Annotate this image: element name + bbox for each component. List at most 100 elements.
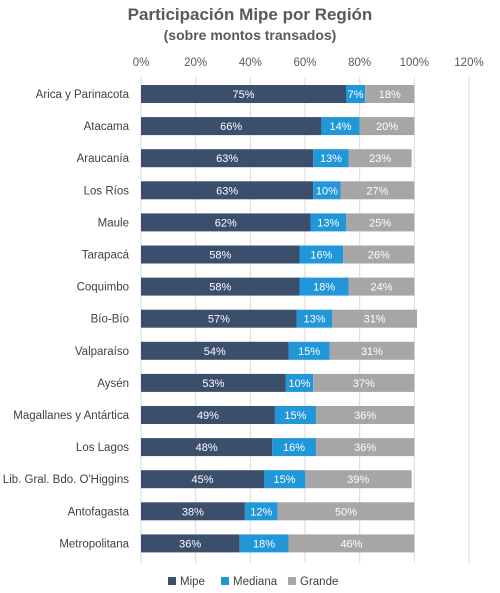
legend-swatch-mipe xyxy=(168,577,176,585)
data-label: 58% xyxy=(209,250,231,262)
data-label: 49% xyxy=(197,410,219,422)
category-label: Maule xyxy=(98,217,129,229)
bar-mediana xyxy=(239,534,289,553)
data-label: 10% xyxy=(316,185,338,197)
x-tick-label: 120% xyxy=(454,57,483,69)
legend: Mipe Mediana Grande xyxy=(168,576,338,588)
bar-mediana xyxy=(299,277,349,296)
category-label: Araucanía xyxy=(77,153,130,165)
bar-mipe xyxy=(141,341,289,360)
bar-mipe xyxy=(141,85,346,103)
data-label: 54% xyxy=(204,346,226,358)
x-axis-ticks: 0% 20% 40% 60% 80% 100% 120% xyxy=(133,57,484,69)
bar-mipe xyxy=(141,438,273,457)
data-label: 62% xyxy=(215,217,237,229)
bar-grande xyxy=(348,149,412,168)
category-label: Los Lagos xyxy=(76,442,129,454)
category-label: Tarapacá xyxy=(82,250,130,262)
data-label: 7% xyxy=(348,89,364,101)
category-label: Aysén xyxy=(97,378,129,390)
bar-grande xyxy=(348,277,415,296)
category-label: Lib. Gral. Bdo. O'Higgins xyxy=(3,474,129,486)
bar-grande xyxy=(288,534,415,553)
bar-mipe xyxy=(141,406,275,424)
bar-grande xyxy=(329,341,415,360)
category-labels: Arica y Parinacota Atacama Araucanía Los Rí… xyxy=(3,89,130,550)
data-label: 16% xyxy=(283,442,305,454)
x-tick-label: 80% xyxy=(348,57,371,69)
legend-label: Mediana xyxy=(233,576,278,588)
legend-label: Grande xyxy=(300,576,338,588)
data-label: 37% xyxy=(353,378,375,390)
bar-mediana xyxy=(310,213,346,232)
data-label: 18% xyxy=(379,89,401,101)
bar-mediana xyxy=(299,245,344,264)
chart-title: Participación Mipe por Región xyxy=(128,5,373,24)
data-label: 46% xyxy=(340,538,362,550)
bar-grande xyxy=(343,245,415,264)
bar-mipe xyxy=(141,373,286,392)
category-label: Bío-Bío xyxy=(91,314,129,326)
bar-grande xyxy=(305,470,412,489)
bar-mediana xyxy=(264,470,305,489)
data-label: 13% xyxy=(317,217,339,229)
bar-grande xyxy=(315,438,415,457)
x-tick-label: 100% xyxy=(400,57,429,69)
data-label: 27% xyxy=(366,185,388,197)
data-label: 26% xyxy=(368,250,390,262)
data-label: 15% xyxy=(284,410,306,422)
bar-mediana xyxy=(285,373,314,392)
data-label: 18% xyxy=(253,538,275,550)
data-label: 66% xyxy=(220,121,242,133)
legend-swatch-mediana xyxy=(221,577,229,585)
bar-grande xyxy=(313,373,415,392)
category-label: Atacama xyxy=(84,121,130,133)
data-label: 36% xyxy=(354,442,376,454)
bar-mediana xyxy=(296,309,333,328)
data-label: 25% xyxy=(369,217,391,229)
data-label: 13% xyxy=(304,314,326,326)
bar-mipe xyxy=(141,277,300,296)
bar-mipe xyxy=(141,149,314,168)
bar-grande xyxy=(315,406,415,424)
category-label: Magallanes y Antártica xyxy=(13,410,129,422)
data-label: 63% xyxy=(216,153,238,165)
category-label: Arica y Parinacota xyxy=(36,89,130,101)
bar-mediana xyxy=(272,438,316,457)
data-label: 63% xyxy=(216,185,238,197)
chart-subtitle: (sobre montos transados) xyxy=(164,27,337,43)
x-tick-label: 0% xyxy=(133,57,150,69)
bars: 75% 7% 18% 66% 14% 20% 63% 13% 23% 63% 10% 27% 62% 13… xyxy=(141,85,418,553)
data-label: 15% xyxy=(273,474,295,486)
data-label: 12% xyxy=(250,506,272,518)
bar-mipe xyxy=(141,245,300,264)
bar-mipe xyxy=(141,117,322,136)
data-label: 23% xyxy=(369,153,391,165)
data-label: 45% xyxy=(191,474,213,486)
x-tick-label: 40% xyxy=(239,57,262,69)
bar-mediana xyxy=(274,406,316,424)
data-label: 39% xyxy=(347,474,369,486)
data-label: 48% xyxy=(196,442,218,454)
bar-grande xyxy=(359,117,415,136)
category-label: Coquimbo xyxy=(77,282,129,294)
legend-swatch-grande xyxy=(288,577,296,585)
data-label: 75% xyxy=(232,89,254,101)
bar-mediana xyxy=(288,341,330,360)
data-label: 20% xyxy=(376,121,398,133)
data-label: 15% xyxy=(298,346,320,358)
data-label: 14% xyxy=(330,121,352,133)
data-label: 16% xyxy=(310,250,332,262)
data-label: 53% xyxy=(202,378,224,390)
bar-grande xyxy=(365,85,415,103)
category-label: Antofagasta xyxy=(68,506,130,518)
data-label: 57% xyxy=(208,314,230,326)
category-label: Valparaíso xyxy=(75,346,129,358)
bar-grande xyxy=(340,181,415,200)
x-tick-label: 20% xyxy=(184,57,207,69)
bar-mipe xyxy=(141,213,311,232)
data-label: 18% xyxy=(313,282,335,294)
data-label: 31% xyxy=(364,314,386,326)
bar-mediana xyxy=(346,85,366,103)
